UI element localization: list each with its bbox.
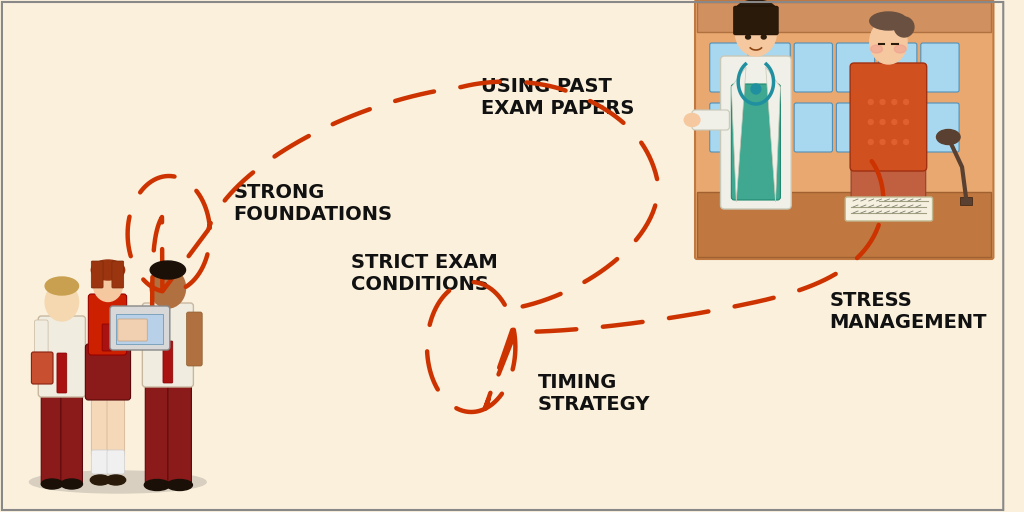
FancyBboxPatch shape <box>32 352 53 384</box>
Circle shape <box>751 84 761 94</box>
FancyBboxPatch shape <box>837 103 874 152</box>
Circle shape <box>892 99 897 104</box>
Ellipse shape <box>93 267 123 302</box>
FancyBboxPatch shape <box>91 387 109 456</box>
Circle shape <box>880 119 885 124</box>
FancyBboxPatch shape <box>710 103 748 152</box>
FancyBboxPatch shape <box>142 303 194 387</box>
Text: STRESS
MANAGEMENT: STRESS MANAGEMENT <box>829 291 987 332</box>
Bar <box>697 2 991 32</box>
Circle shape <box>868 119 873 124</box>
Ellipse shape <box>90 475 110 485</box>
Circle shape <box>868 139 873 144</box>
Ellipse shape <box>30 471 206 493</box>
FancyBboxPatch shape <box>731 84 780 200</box>
FancyBboxPatch shape <box>118 319 147 341</box>
Text: STRONG
FOUNDATIONS: STRONG FOUNDATIONS <box>233 183 392 224</box>
Text: STRICT EXAM
CONDITIONS: STRICT EXAM CONDITIONS <box>351 253 499 294</box>
Polygon shape <box>731 67 746 202</box>
Ellipse shape <box>91 260 125 280</box>
Ellipse shape <box>151 261 185 279</box>
FancyBboxPatch shape <box>186 312 202 366</box>
FancyBboxPatch shape <box>41 385 62 484</box>
FancyBboxPatch shape <box>695 0 993 259</box>
Circle shape <box>894 17 914 37</box>
Circle shape <box>903 99 908 104</box>
FancyBboxPatch shape <box>145 380 169 484</box>
Bar <box>961 197 972 205</box>
Ellipse shape <box>144 480 170 490</box>
FancyBboxPatch shape <box>60 385 83 484</box>
Ellipse shape <box>735 0 776 22</box>
Ellipse shape <box>167 480 193 490</box>
FancyBboxPatch shape <box>710 43 748 92</box>
FancyBboxPatch shape <box>57 353 67 393</box>
FancyBboxPatch shape <box>163 341 173 383</box>
FancyBboxPatch shape <box>837 43 874 92</box>
FancyBboxPatch shape <box>721 56 792 209</box>
FancyBboxPatch shape <box>38 316 85 397</box>
FancyBboxPatch shape <box>35 320 48 369</box>
FancyBboxPatch shape <box>91 450 109 474</box>
FancyBboxPatch shape <box>795 103 833 152</box>
Polygon shape <box>766 67 780 202</box>
Ellipse shape <box>41 479 62 489</box>
FancyBboxPatch shape <box>733 6 778 35</box>
FancyBboxPatch shape <box>106 387 125 456</box>
FancyBboxPatch shape <box>879 103 916 152</box>
Bar <box>116 314 163 344</box>
Ellipse shape <box>684 114 700 126</box>
Ellipse shape <box>735 8 776 56</box>
FancyBboxPatch shape <box>850 63 927 171</box>
Ellipse shape <box>869 20 907 64</box>
Ellipse shape <box>45 277 79 295</box>
Circle shape <box>892 139 897 144</box>
FancyBboxPatch shape <box>91 261 103 288</box>
Circle shape <box>880 99 885 104</box>
FancyBboxPatch shape <box>85 344 131 400</box>
FancyBboxPatch shape <box>168 380 191 484</box>
Bar <box>697 192 991 257</box>
FancyBboxPatch shape <box>752 43 791 92</box>
Text: USING PAST
EXAM PAPERS: USING PAST EXAM PAPERS <box>481 76 635 117</box>
Ellipse shape <box>106 475 126 485</box>
FancyBboxPatch shape <box>921 103 959 152</box>
FancyBboxPatch shape <box>921 43 959 92</box>
Ellipse shape <box>745 35 751 39</box>
Ellipse shape <box>60 479 83 489</box>
FancyBboxPatch shape <box>851 162 926 208</box>
Circle shape <box>868 99 873 104</box>
FancyBboxPatch shape <box>795 43 833 92</box>
Text: TIMING
STRATEGY: TIMING STRATEGY <box>538 373 650 415</box>
Ellipse shape <box>870 45 883 53</box>
FancyBboxPatch shape <box>102 324 112 351</box>
FancyBboxPatch shape <box>88 294 127 355</box>
Circle shape <box>903 119 908 124</box>
Circle shape <box>892 119 897 124</box>
Circle shape <box>880 139 885 144</box>
FancyBboxPatch shape <box>106 450 125 474</box>
FancyBboxPatch shape <box>110 306 170 350</box>
Ellipse shape <box>45 283 79 321</box>
FancyBboxPatch shape <box>752 103 791 152</box>
FancyBboxPatch shape <box>879 43 916 92</box>
Ellipse shape <box>761 35 766 39</box>
FancyBboxPatch shape <box>112 261 124 288</box>
Ellipse shape <box>151 268 185 308</box>
Circle shape <box>903 139 908 144</box>
Ellipse shape <box>937 130 961 144</box>
Ellipse shape <box>869 12 907 30</box>
FancyBboxPatch shape <box>692 110 729 130</box>
Ellipse shape <box>894 45 906 53</box>
FancyBboxPatch shape <box>845 197 933 221</box>
